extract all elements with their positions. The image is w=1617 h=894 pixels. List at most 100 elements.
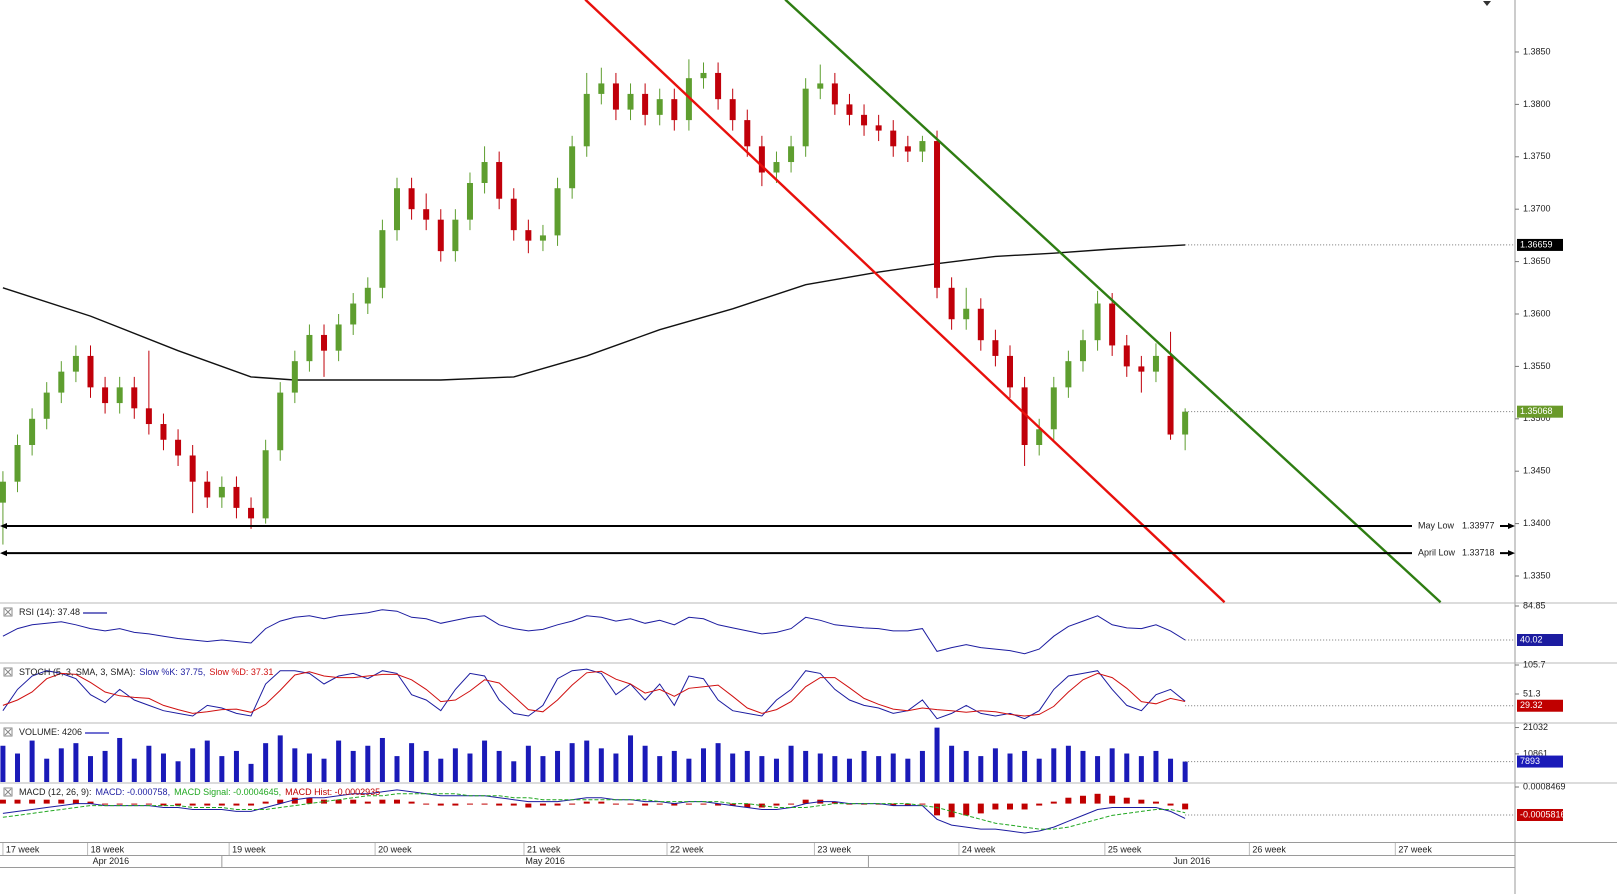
volume-bar [131,758,137,782]
histogram-bar [1079,795,1086,804]
volume-bar [715,743,721,782]
volume-bar [773,758,779,782]
volume-bar [248,763,254,782]
candle-body [1138,366,1145,372]
indicator-line [2,789,1186,834]
x-tick-label: 20 week [378,844,412,854]
candle-body [233,486,240,508]
trendline [784,0,1442,604]
y-tick-label: 84.85 [1523,600,1546,610]
volume-bar [423,750,429,782]
histogram-bar [379,799,386,804]
value-box [1517,755,1563,768]
value-box [1517,238,1563,251]
volume-bar [555,750,561,782]
value-box-label: -0.0005816 [1520,809,1566,819]
histogram-bar [1123,797,1130,804]
panel-header: VOLUME: 4206 [19,727,82,737]
panel-header: MACD (12, 26, 9): MACD: -0.000758, MACD Si… [19,787,380,797]
x-tick-label: 22 week [670,844,704,854]
level-value: 1.33977 [1462,520,1495,530]
candle-body [437,219,444,252]
candle-body [875,125,882,131]
volume-bar [730,753,736,782]
volume-bar [29,740,35,782]
panel-title: STOCH (5, 3, SMA, 3, SMA): [19,667,135,677]
month-label: Apr 2016 [93,856,130,866]
candle-body [496,162,503,199]
legend-entry: Slow %K: 37.75, [139,667,205,677]
histogram-bar [583,801,590,804]
candle-body [744,120,751,147]
panel-title: VOLUME: 4206 [19,727,82,737]
volume-bar [905,758,911,782]
value-box-label: 29.32 [1520,700,1543,710]
histogram-bar [1007,803,1013,810]
panel-title: RSI (14): 37.48 [19,607,80,617]
candle-body [1050,387,1057,430]
value-box [1517,405,1563,418]
menu-arrow[interactable] [1483,1,1491,6]
histogram-bar [715,803,722,806]
candle-body [364,287,371,304]
histogram-bar [233,803,240,806]
y-tick-label: 1.3500 [1523,413,1551,423]
value-box [1517,808,1563,821]
candle-body [642,93,649,115]
histogram-bar [656,803,663,805]
volume-bar [1138,756,1144,782]
candle-body [1182,411,1189,435]
histogram-bar [29,799,36,804]
volume-bar [379,737,385,782]
volume-bar [584,740,590,782]
y-tick-label: 1.3600 [1523,308,1551,318]
y-tick-label: 1.3400 [1523,518,1551,528]
y-tick-label: 1.3350 [1523,570,1551,580]
candle-body [43,392,50,419]
volume-bar [963,750,969,782]
candle-body [817,83,824,89]
histogram-bar [218,803,225,806]
volume-bar [452,748,458,782]
histogram-bar [204,803,211,806]
histogram-bar [992,803,999,810]
volume-bar [409,743,415,782]
histogram-bar [321,799,328,804]
candle-body [934,141,941,288]
y-tick-label: 1.3700 [1523,204,1551,214]
candle-body [569,146,576,189]
candle-body [1152,355,1159,372]
histogram-bar [890,803,897,806]
candle-body [1094,303,1101,341]
panel-icon-x [4,608,12,616]
y-tick-label: 1.3850 [1523,46,1551,56]
volume-bar [1095,756,1101,782]
histogram-bar [1050,801,1057,804]
candle-body [29,418,36,446]
candle-body [350,303,357,325]
x-tick-label: 18 week [91,844,125,854]
panel-header: STOCH (5, 3, SMA, 3, SMA): Slow %K: 37.75… [19,667,273,677]
candle-body [729,99,736,121]
volume-bar [628,735,634,782]
volume-bar [803,750,809,782]
volume-bar [292,748,298,782]
indicator-line [2,609,1186,655]
x-tick-label: 19 week [232,844,266,854]
volume-bar [700,748,706,782]
y-tick-label: 21032 [1523,722,1548,732]
volume-bar [1036,758,1042,782]
histogram-bar [685,803,692,805]
volume-bar [759,756,765,782]
volume-bar [598,748,604,782]
candle-body [510,198,517,231]
histogram-bar [510,803,517,806]
candle-body [452,219,459,252]
candle-body [525,230,532,241]
volume-bar [58,748,64,782]
histogram-bar [671,803,678,806]
candle-body [72,355,79,372]
candle-body [715,72,722,100]
volume-bar [1051,748,1057,782]
